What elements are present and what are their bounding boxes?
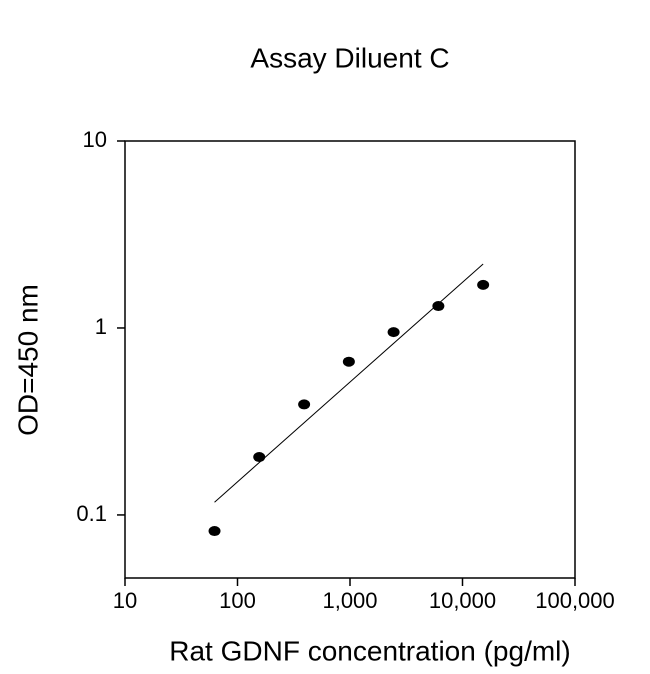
data-point	[387, 327, 400, 338]
x-tick-label: 1,000	[322, 588, 377, 613]
data-point	[342, 356, 355, 367]
data-point	[208, 526, 221, 537]
y-tick-label: 1	[95, 314, 107, 339]
y-axis-label: OD=450 nm	[12, 284, 43, 436]
data-point	[432, 301, 445, 312]
y-tick-label: 10	[83, 127, 107, 152]
data-point	[253, 452, 266, 463]
data-point	[298, 399, 311, 410]
x-axis-label: Rat GDNF concentration (pg/ml)	[169, 635, 570, 666]
chart-title: Assay Diluent C	[250, 42, 449, 73]
y-tick-label: 0.1	[76, 501, 107, 526]
x-tick-label: 100	[219, 588, 256, 613]
x-tick-label: 100,000	[535, 588, 615, 613]
fit-line	[214, 263, 484, 503]
data-point	[477, 279, 490, 290]
x-tick-label: 10,000	[429, 588, 496, 613]
x-tick-label: 10	[113, 588, 137, 613]
